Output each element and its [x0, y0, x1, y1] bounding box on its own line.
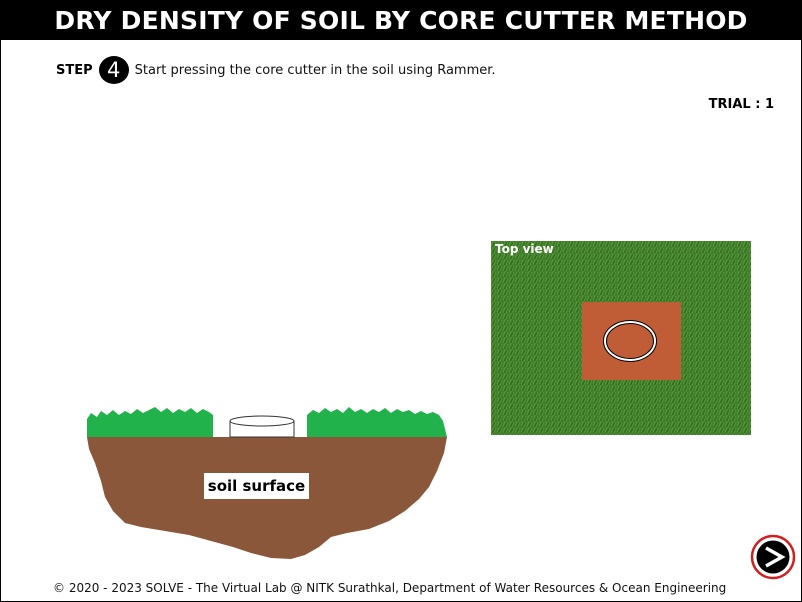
- dug-soil-patch: [582, 302, 681, 380]
- grass-left: [87, 407, 213, 437]
- next-arrow-icon: [750, 534, 796, 580]
- core-cutter: [229, 415, 295, 438]
- step-text: Start pressing the core cutter in the so…: [134, 62, 496, 78]
- trial-indicator: TRIAL : 1: [708, 97, 774, 112]
- step-label: STEP: [56, 62, 93, 78]
- cutter-ring: [604, 321, 656, 361]
- grass-right: [307, 407, 447, 437]
- top-view-label: Top view: [495, 242, 554, 256]
- copyright-footer: © 2020 - 2023 SOLVE - The Virtual Lab @ …: [53, 581, 727, 595]
- page-title: DRY DENSITY OF SOIL BY CORE CUTTER METHO…: [1, 1, 801, 40]
- step-instruction: STEP 4 Start pressing the core cutter in…: [56, 56, 496, 84]
- step-number-badge: 4: [98, 56, 129, 84]
- next-button[interactable]: [749, 534, 797, 580]
- soil-surface-label: soil surface: [204, 473, 309, 499]
- top-view-panel: Top view: [491, 241, 751, 435]
- top-view-image: [491, 241, 751, 435]
